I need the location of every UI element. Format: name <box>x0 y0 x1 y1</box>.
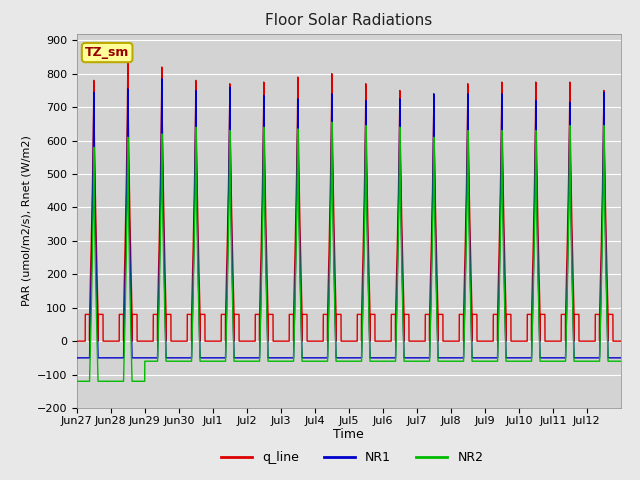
Title: Floor Solar Radiations: Floor Solar Radiations <box>265 13 433 28</box>
X-axis label: Time: Time <box>333 429 364 442</box>
Text: TZ_sm: TZ_sm <box>85 46 129 59</box>
Y-axis label: PAR (umol/m2/s), Rnet (W/m2): PAR (umol/m2/s), Rnet (W/m2) <box>21 135 31 306</box>
Legend: q_line, NR1, NR2: q_line, NR1, NR2 <box>216 446 488 469</box>
